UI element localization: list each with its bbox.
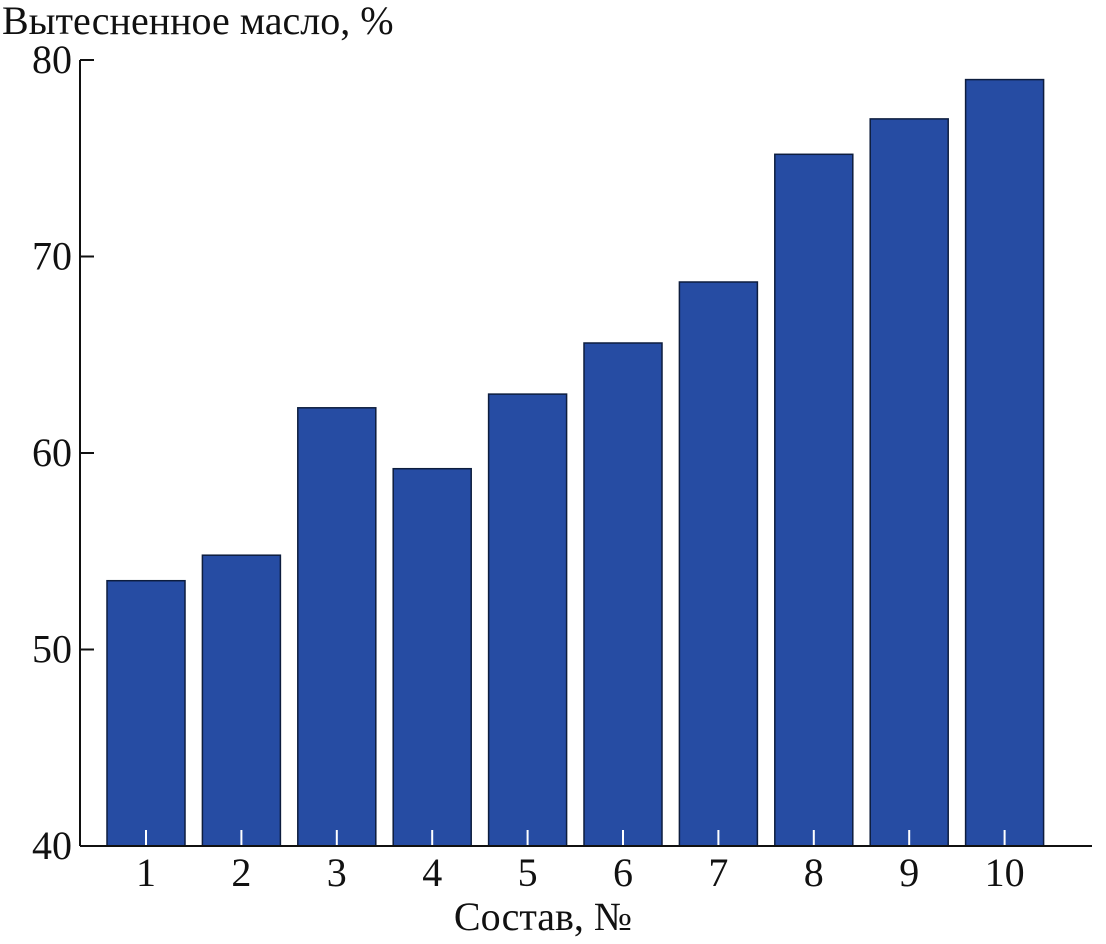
bar-3 (297, 407, 377, 847)
x-tick-label-7: 7 (708, 850, 728, 895)
x-tick-label-9: 9 (899, 850, 919, 895)
bar-1 (106, 579, 186, 847)
y-tick-label-70: 70 (32, 234, 72, 279)
x-axis-title: Состав, № (454, 894, 632, 939)
x-tick-label-4: 4 (422, 850, 442, 895)
bars-layer (106, 78, 1045, 847)
bar-10 (964, 78, 1045, 847)
bar-5 (487, 393, 568, 847)
x-tick-label-10: 10 (985, 850, 1025, 895)
x-tick-label-2: 2 (231, 850, 251, 895)
bar-7 (678, 281, 759, 847)
y-tick-label-60: 60 (32, 430, 72, 475)
x-tick-label-6: 6 (613, 850, 633, 895)
y-axis-title: Вытесненное масло, % (2, 0, 394, 43)
bar-6 (583, 342, 663, 847)
x-tick-label-8: 8 (804, 850, 824, 895)
x-tick-label-1: 1 (136, 850, 156, 895)
x-tick-label-5: 5 (518, 850, 538, 895)
bar-9 (869, 118, 949, 847)
y-tick-label-40: 40 (32, 823, 72, 868)
x-tick-label-3: 3 (327, 850, 347, 895)
y-tick-label-50: 50 (32, 627, 72, 672)
y-tick-label-80: 80 (32, 37, 72, 82)
ticks-layer: 1 2 3 4 5 6 7 8 9 10 40 50 60 70 80 (32, 37, 1025, 895)
bar-4 (392, 467, 472, 847)
bar-2 (201, 554, 282, 847)
bar-8 (774, 153, 854, 847)
